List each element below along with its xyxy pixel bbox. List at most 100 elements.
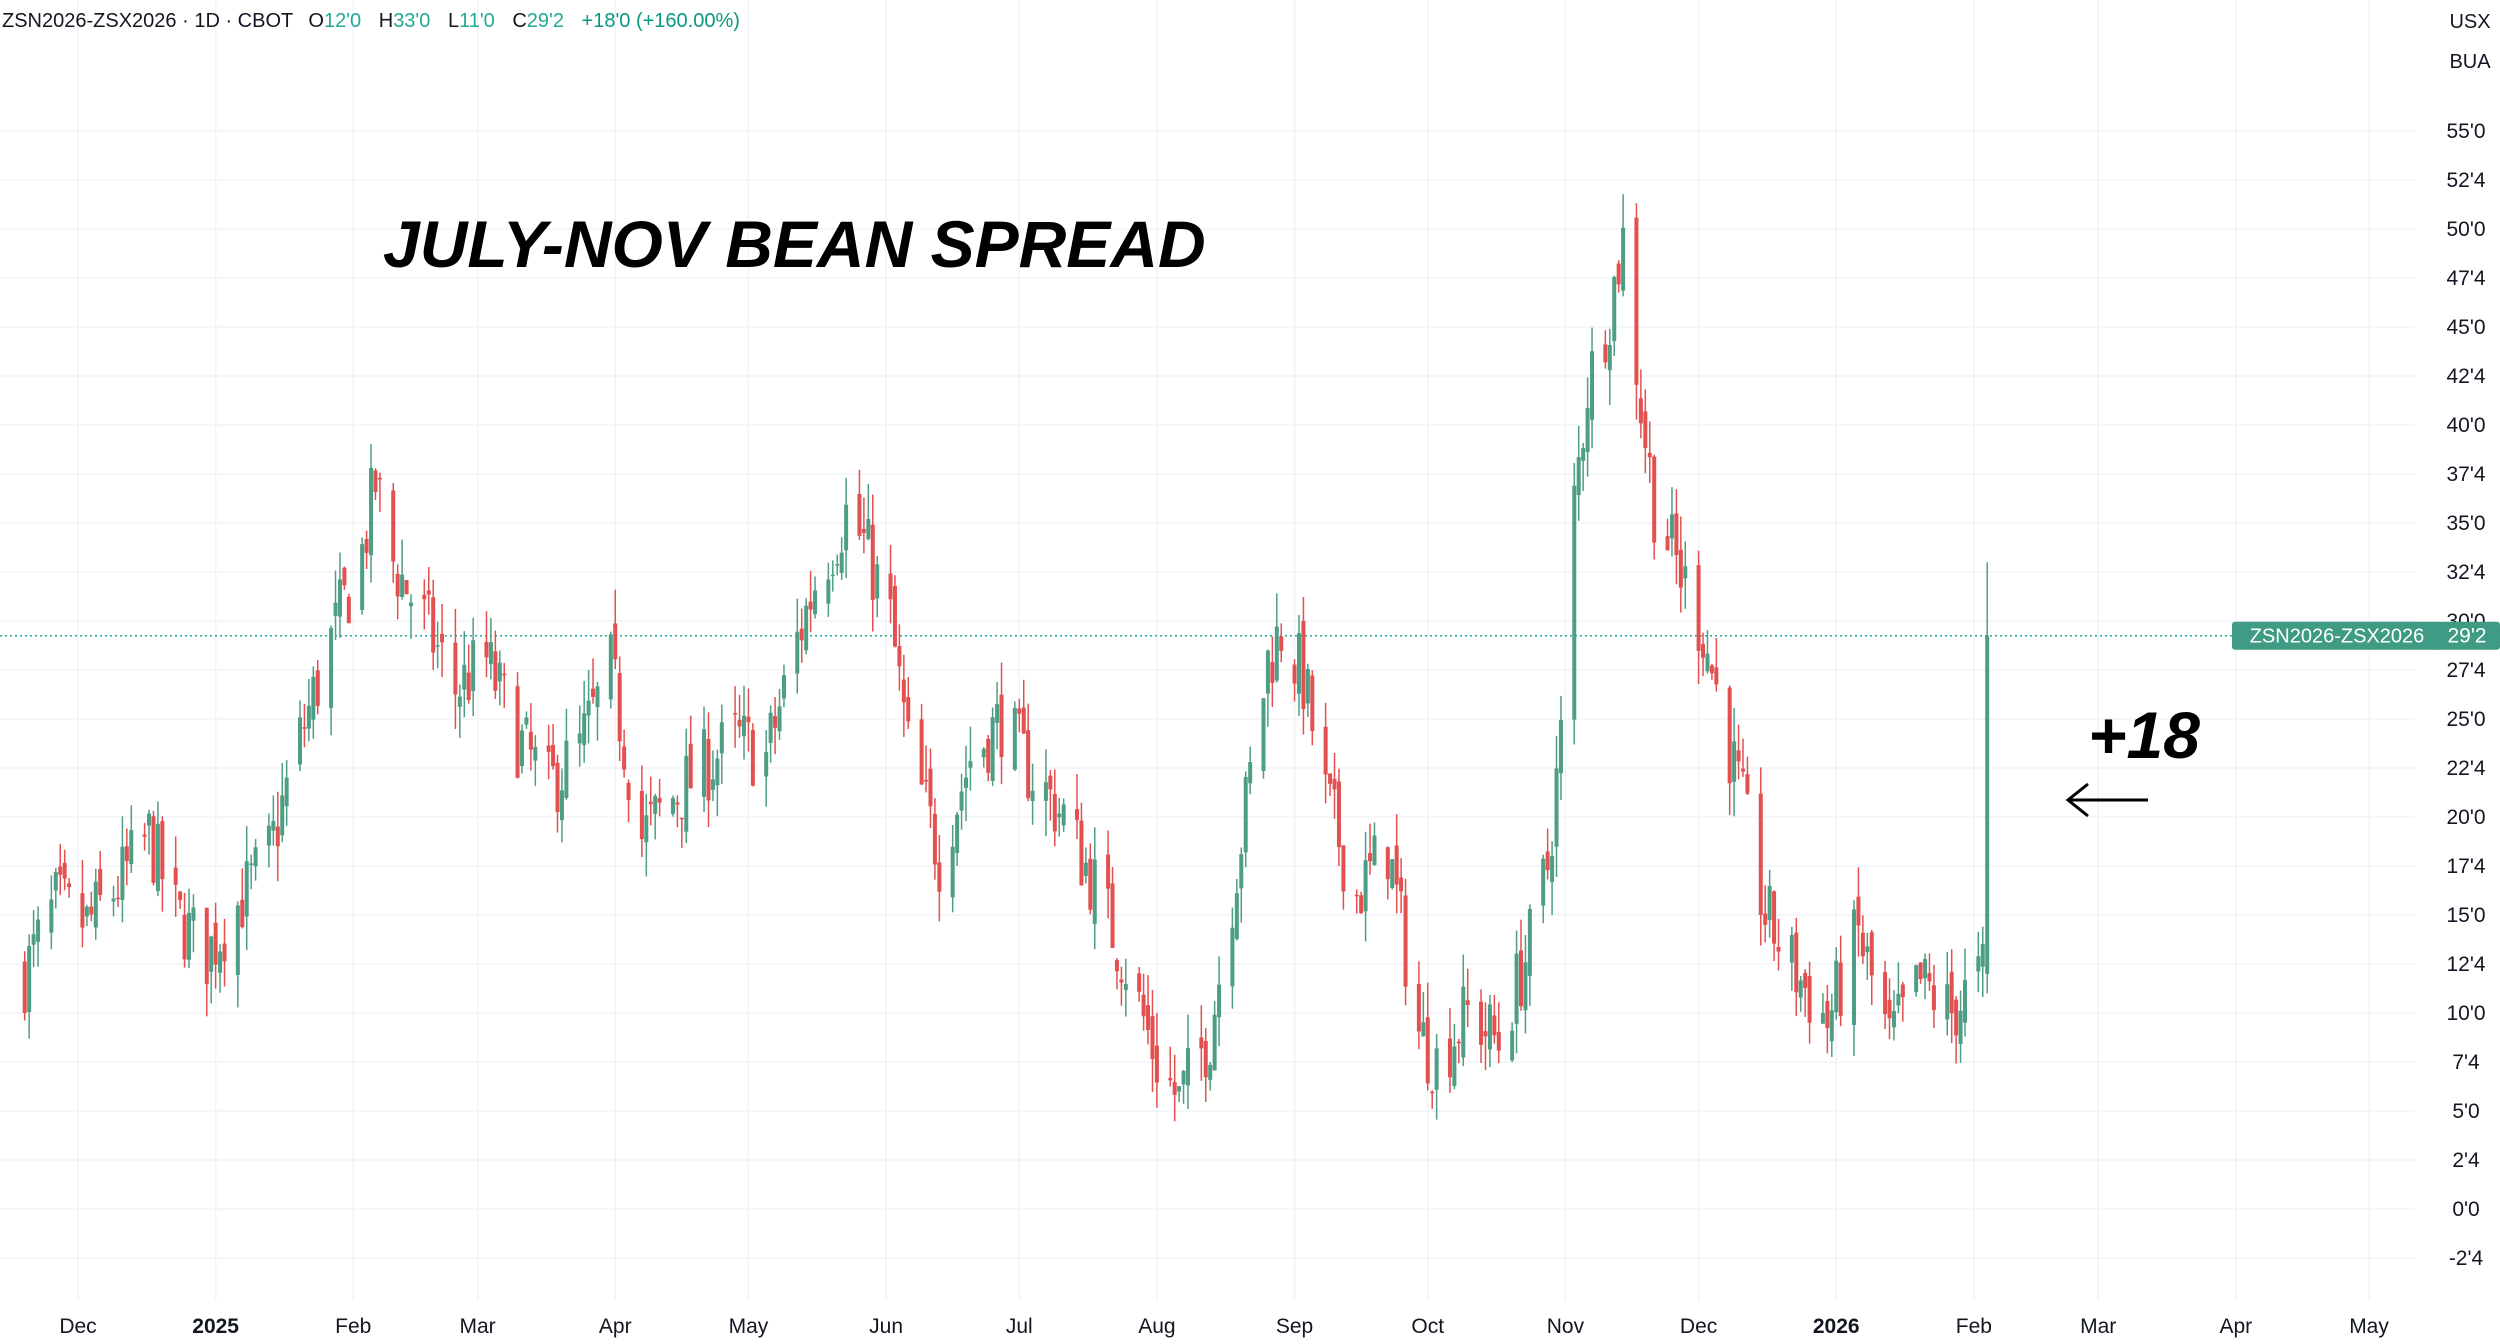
candle xyxy=(111,885,116,917)
candle xyxy=(1368,823,1373,875)
candles xyxy=(22,194,1990,1122)
candle xyxy=(670,795,675,817)
y-axis[interactable]: 55'0 52'4 50'0 47'4 45'0 42'4 40'0 37'4 35'0 32'4… xyxy=(2446,120,2485,1270)
candle xyxy=(120,816,125,923)
candle xyxy=(710,750,715,802)
candle xyxy=(1052,769,1057,847)
candle xyxy=(577,705,582,767)
last-price-name: ZSN2026-ZSX2026 xyxy=(2250,626,2425,648)
y-tick-label: 37'4 xyxy=(2446,463,2485,486)
candle xyxy=(1980,926,1985,998)
candle xyxy=(564,708,569,800)
candle xyxy=(795,598,800,694)
candle xyxy=(1177,1085,1182,1103)
candle xyxy=(808,570,813,633)
candle xyxy=(1292,659,1297,702)
candle xyxy=(98,850,103,901)
candle xyxy=(1110,867,1115,949)
candle xyxy=(733,686,738,748)
candle xyxy=(1106,830,1111,919)
x-tick-label: Nov xyxy=(1547,1315,1585,1338)
candle xyxy=(591,658,596,704)
candle xyxy=(919,703,924,786)
candle xyxy=(1838,935,1843,1027)
candle xyxy=(1647,421,1652,483)
candle xyxy=(857,469,862,541)
candle xyxy=(84,904,89,927)
x-tick-label: Feb xyxy=(335,1315,371,1338)
candle xyxy=(1732,708,1737,817)
candle xyxy=(1017,698,1022,733)
candle xyxy=(1891,990,1896,1041)
candle xyxy=(182,893,187,968)
candle xyxy=(582,680,587,763)
candle xyxy=(1714,638,1719,692)
y-tick-label: 15'0 xyxy=(2446,904,2485,927)
candle xyxy=(1274,593,1279,683)
x-tick-label: Mar xyxy=(460,1315,496,1338)
candle xyxy=(1186,1014,1190,1109)
candle xyxy=(1683,541,1688,609)
candle xyxy=(1323,702,1328,804)
candle xyxy=(1576,426,1581,521)
candle xyxy=(426,567,431,615)
candle xyxy=(1918,962,1923,984)
candle xyxy=(1705,630,1710,674)
candle xyxy=(364,530,369,569)
candle xyxy=(1581,443,1586,491)
candle xyxy=(928,748,933,829)
candle xyxy=(715,749,720,817)
unit-volume[interactable]: BUA xyxy=(2449,51,2491,73)
candle xyxy=(369,444,374,583)
x-tick-label: Dec xyxy=(1680,1315,1717,1338)
candle xyxy=(1363,831,1368,942)
candle xyxy=(471,617,476,717)
y-tick-label: 7'4 xyxy=(2452,1051,2480,1074)
candle xyxy=(750,723,755,787)
x-tick-label: May xyxy=(2349,1315,2389,1338)
candle xyxy=(1545,828,1550,880)
candle xyxy=(1585,377,1590,477)
candle xyxy=(435,621,440,669)
y-tick-label: 10'0 xyxy=(2446,1002,2485,1025)
candle xyxy=(466,644,471,704)
candle xyxy=(866,483,871,541)
candle xyxy=(1403,878,1408,1006)
unit-currency[interactable]: USX xyxy=(2449,11,2490,33)
candle xyxy=(626,779,631,823)
candle xyxy=(875,555,880,618)
candle xyxy=(155,801,160,897)
candle xyxy=(235,901,240,1008)
candle xyxy=(1616,260,1621,293)
candle xyxy=(830,560,835,592)
candle xyxy=(395,564,400,620)
y-tick-label: 22'4 xyxy=(2446,757,2485,780)
candle xyxy=(613,589,618,670)
candle xyxy=(999,662,1004,785)
candle xyxy=(222,918,227,987)
candle xyxy=(62,849,67,891)
candle xyxy=(329,625,334,736)
candle xyxy=(1963,948,1967,1037)
y-tick-label: 25'0 xyxy=(2446,708,2485,731)
x-axis[interactable]: Dec 2025 Feb Mar Apr May Jun Jul Aug Sep Oct Nov Dec… xyxy=(59,1315,2389,1338)
candle xyxy=(1519,919,1523,1011)
y-tick-label: 27'4 xyxy=(2446,659,2485,682)
last-price-tag[interactable]: ZSN2026-ZSX2026 29'2 xyxy=(2232,621,2500,650)
candle xyxy=(280,763,285,843)
candle xyxy=(1416,961,1421,1050)
candle xyxy=(839,537,844,580)
candle xyxy=(271,795,276,846)
candle xyxy=(1479,989,1484,1064)
candle xyxy=(453,608,458,729)
candle xyxy=(191,894,196,953)
candle xyxy=(1385,846,1390,900)
candle xyxy=(129,805,134,873)
y-tick-label: 0'0 xyxy=(2452,1198,2479,1221)
candle xyxy=(1865,932,1870,980)
candle xyxy=(1239,847,1244,923)
candle xyxy=(1217,956,1222,1047)
last-price-name-bg xyxy=(2232,621,2442,650)
legend-symbol: ZSN2026-ZSX2026 · 1D · CBOT xyxy=(2,10,293,32)
